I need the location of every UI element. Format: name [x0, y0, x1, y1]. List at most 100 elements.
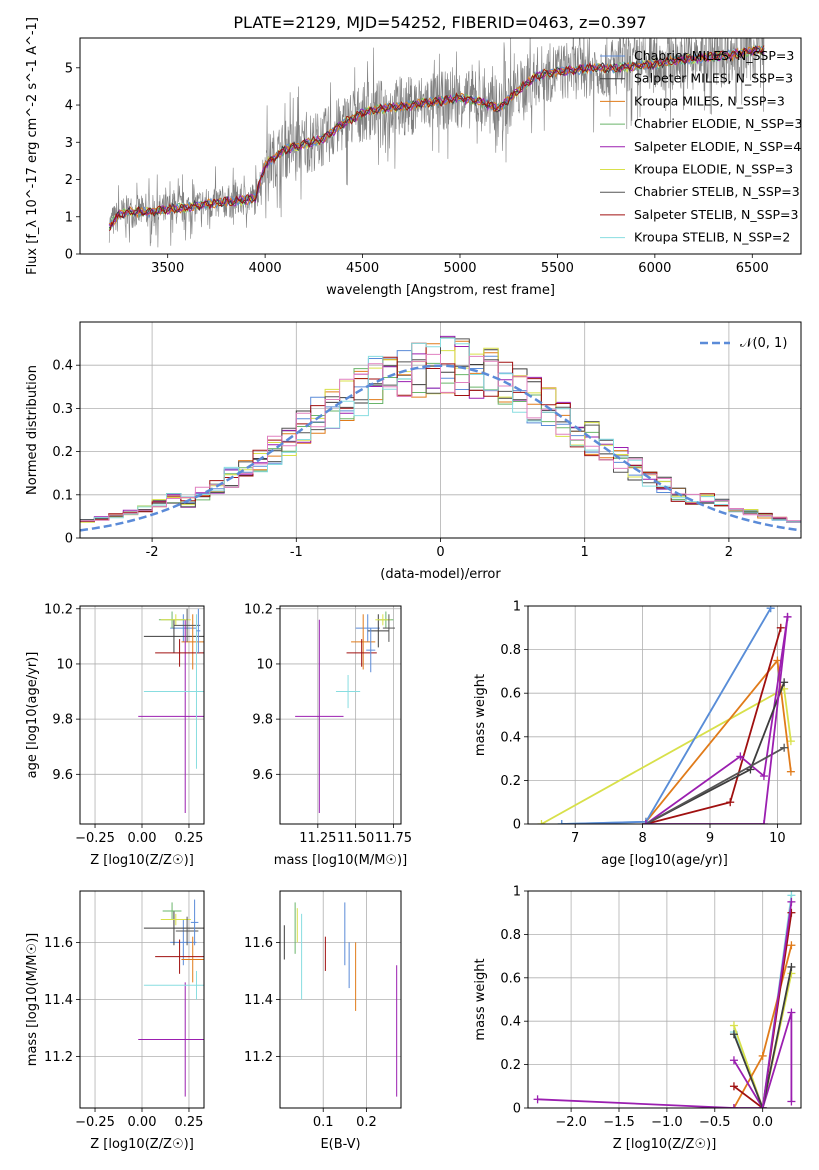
axes-frame — [527, 890, 802, 1109]
x-tick-label: 0.00 — [128, 831, 157, 846]
x-tick-label: 11.75 — [375, 831, 412, 846]
x-tick-label: 4000 — [249, 261, 282, 276]
y-tick-label: 0.8 — [500, 643, 521, 658]
figure-title: PLATE=2129, MJD=54252, FIBERID=0463, z=0… — [233, 13, 646, 32]
legend-entry: Chabrier STELIB, N_SSP=3 — [634, 184, 800, 199]
x-tick-label: 10 — [769, 831, 786, 846]
x-tick-label: 0 — [436, 545, 444, 560]
axes-frame — [279, 890, 402, 1109]
x-tick-label: 5000 — [443, 261, 476, 276]
y-tick-label: 0.4 — [500, 1015, 521, 1030]
axes-frame — [79, 605, 205, 825]
y-tick-label: 11.4 — [244, 993, 273, 1008]
x-tick-label: 0.2 — [356, 1115, 377, 1130]
legend-entry: Kroupa ELODIE, N_SSP=3 — [634, 162, 793, 177]
mass-weight-lines — [533, 891, 796, 1108]
mass-weight-vs-metallicity-panel: −2.0 −1.5 −1.0 −0.5 0.0 0 0.2 0.4 0.6 0.8 1 Z [log1… — [473, 885, 802, 1152]
axes-frame — [79, 890, 205, 1109]
x-tick-label: 0.25 — [174, 1115, 203, 1130]
x-tick-label: 0.25 — [174, 831, 203, 846]
mass-weight-series — [733, 1012, 793, 1108]
legend-entry: Chabrier ELODIE, N_SSP=3 — [634, 116, 803, 131]
age-vs-metallicity-panel: −0.25 0.00 0.25 9.6 9.8 10 10.2 Z [log10(Z/Z☉)]… — [25, 602, 205, 868]
y-tick-label: 0 — [513, 818, 521, 833]
x-axis-label: wavelength [Angstrom, rest frame] — [326, 283, 555, 298]
x-tick-label: 11.50 — [337, 831, 374, 846]
x-tick-label: 3500 — [151, 261, 184, 276]
y-tick-label: 0 — [65, 532, 73, 547]
y-tick-label: 1 — [65, 210, 73, 225]
y-axis-label: mass weight — [473, 674, 488, 756]
x-tick-label: 6500 — [736, 261, 769, 276]
x-tick-label: 5500 — [541, 261, 574, 276]
y-axis-label: mass [log10(M/M☉)] — [25, 933, 40, 1066]
mass-weight-series — [646, 616, 789, 824]
x-axis-label: Z [log10(Z/Z☉)] — [90, 1137, 194, 1152]
error-bars — [295, 611, 395, 813]
x-axis-label: Z [log10(Z/Z☉)] — [90, 853, 194, 868]
spectrum-panel: 3500 4000 4500 5000 5500 6000 6500 0 1 2 3 4 5 wavele… — [25, 17, 803, 298]
x-tick-label: 0.00 — [128, 1115, 157, 1130]
y-tick-label: 1 — [513, 885, 521, 900]
x-tick-label: −2.0 — [555, 1115, 587, 1130]
age-vs-mass-panel: 11.25 11.50 11.75 9.6 9.8 10 10.2 mass [log10(M… — [244, 602, 412, 868]
legend-entry: Salpeter STELIB, N_SSP=3 — [634, 207, 798, 222]
x-axis-label: (data-model)/error — [380, 567, 501, 582]
error-bars — [138, 899, 204, 1097]
x-tick-label: −0.5 — [699, 1115, 731, 1130]
y-tick-label: 0.4 — [52, 359, 73, 374]
x-axis-label: Z [log10(Z/Z☉)] — [613, 1137, 717, 1152]
mass-weight-vs-age-panel: 7 8 9 10 0 0.2 0.4 0.6 0.8 1 age [log10(age/yr)] ma… — [473, 600, 802, 868]
y-tick-label: 10 — [256, 657, 273, 672]
x-tick-label: 2 — [725, 545, 733, 560]
y-tick-label: 9.6 — [252, 768, 273, 783]
x-tick-label: 8 — [638, 831, 646, 846]
x-tick-label: 0.0 — [752, 1115, 773, 1130]
mass-weight-series — [645, 746, 785, 824]
x-tick-label: 6000 — [638, 261, 671, 276]
axes-frame — [279, 605, 402, 825]
y-tick-label: 9.8 — [52, 713, 73, 728]
y-tick-label: 10 — [56, 657, 73, 672]
y-tick-label: 9.6 — [52, 768, 73, 783]
y-tick-label: 0.6 — [500, 687, 521, 702]
x-tick-label: −0.25 — [75, 831, 115, 846]
y-axis-label: Normed distribution — [25, 365, 40, 495]
x-tick-label: −0.25 — [75, 1115, 115, 1130]
residual-histograms — [80, 335, 801, 538]
legend-entry: Salpeter ELODIE, N_SSP=4 — [634, 139, 801, 154]
y-tick-label: 5 — [65, 61, 73, 76]
legend-entry: Chabrier MILES, N_SSP=3 — [634, 48, 794, 63]
legend-entry: Kroupa MILES, N_SSP=3 — [634, 93, 785, 108]
y-tick-label: 11.4 — [44, 993, 73, 1008]
mass-weight-series — [733, 966, 793, 1108]
y-tick-label: 0.2 — [500, 1058, 521, 1073]
model-spectrum — [108, 45, 765, 232]
gaussian-curve — [80, 364, 801, 532]
mass-vs-metallicity-panel: −0.25 0.00 0.25 11.2 11.4 11.6 Z [log10(Z/Z☉)]… — [25, 890, 205, 1152]
mass-weight-lines — [537, 606, 795, 824]
x-axis-label: E(B-V) — [320, 1137, 360, 1152]
y-tick-label: 0.2 — [52, 445, 73, 460]
error-bars — [283, 902, 398, 1097]
error-bars — [138, 608, 204, 813]
y-tick-label: 0 — [513, 1102, 521, 1117]
y-tick-label: 2 — [65, 173, 73, 188]
y-tick-label: 0.6 — [500, 971, 521, 986]
y-axis-label: Flux [f_λ 10^-17 erg cm^-2 s^-1 A^-1] — [25, 17, 40, 275]
model-spectrum — [109, 45, 765, 229]
mass-vs-extinction-panel: 0.1 0.2 11.2 11.4 11.6 E(B-V) — [244, 890, 402, 1152]
residuals-panel: -2 -1 0 1 2 0 0.1 0.2 0.3 0.4 (data-model)/error No… — [25, 321, 802, 582]
mass-weight-series — [645, 616, 789, 824]
y-tick-label: 0.1 — [52, 488, 73, 503]
y-tick-label: 3 — [65, 136, 73, 151]
y-tick-label: 1 — [513, 600, 521, 615]
y-tick-label: 11.6 — [244, 936, 273, 951]
y-axis-label: mass weight — [473, 958, 488, 1040]
x-axis-label: age [log10(age/yr)] — [601, 853, 728, 868]
x-tick-label: −1.0 — [651, 1115, 683, 1130]
mass-weight-series — [561, 607, 772, 824]
y-tick-label: 0.4 — [500, 730, 521, 745]
axes-frame — [79, 37, 802, 255]
